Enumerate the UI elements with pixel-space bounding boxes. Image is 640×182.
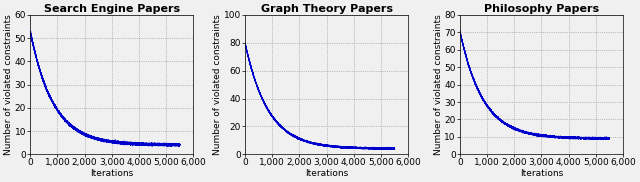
X-axis label: Iterations: Iterations: [305, 169, 348, 178]
Title: Search Engine Papers: Search Engine Papers: [44, 4, 180, 14]
Y-axis label: Number of violated constraints: Number of violated constraints: [434, 14, 443, 155]
X-axis label: Iterations: Iterations: [90, 169, 133, 178]
Title: Philosophy Papers: Philosophy Papers: [484, 4, 599, 14]
Y-axis label: Number of violated constraints: Number of violated constraints: [4, 14, 13, 155]
X-axis label: Iterations: Iterations: [520, 169, 563, 178]
Y-axis label: Number of violated constraints: Number of violated constraints: [213, 14, 222, 155]
Title: Graph Theory Papers: Graph Theory Papers: [260, 4, 392, 14]
